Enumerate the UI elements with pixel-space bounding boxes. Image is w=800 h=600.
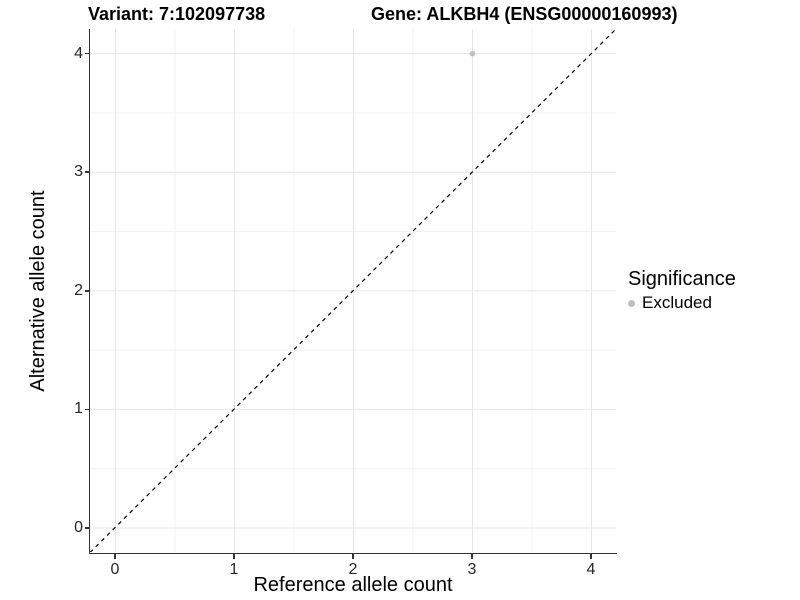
y-tick-label: 2 — [74, 281, 83, 299]
x-tick-label: 3 — [467, 561, 477, 578]
x-tick-mark — [590, 553, 592, 559]
x-tick-label: 0 — [110, 561, 120, 578]
legend-title: Significance — [628, 268, 736, 290]
x-tick-label: 4 — [586, 561, 596, 578]
legend-point-icon — [628, 299, 635, 307]
y-tick-label: 4 — [74, 44, 83, 62]
y-tick-label: 1 — [74, 400, 83, 418]
y-axis-title: Alternative allele count — [27, 190, 49, 392]
y-tick-mark — [84, 52, 90, 55]
y-tick-mark — [84, 527, 90, 529]
legend-entry-label: Excluded — [642, 293, 712, 312]
plot-title-variant: Variant: 7:102097738 — [88, 4, 266, 24]
y-tick-mark — [84, 290, 90, 292]
y-tick-mark — [84, 171, 90, 173]
plot-title-gene: Gene: ALKBH4 (ENSG00000160993) — [371, 4, 678, 24]
x-tick-label: 2 — [348, 561, 358, 578]
x-tick-mark — [233, 553, 235, 559]
y-tick-label: 3 — [74, 163, 83, 181]
y-tick-label: 0 — [74, 519, 83, 536]
x-tick-mark — [114, 553, 116, 559]
identity-line — [90, 29, 616, 552]
plot-panel — [89, 29, 617, 554]
data-point — [469, 50, 476, 57]
legend-entry-excluded: Excluded — [628, 293, 800, 313]
x-axis-title: Reference allele count — [253, 574, 453, 596]
x-tick-mark — [471, 553, 473, 559]
x-tick-label: 1 — [229, 561, 239, 578]
x-tick-mark — [352, 553, 354, 559]
plot-canvas — [90, 29, 616, 552]
y-tick-mark — [84, 408, 90, 411]
legend: Significance Excluded — [628, 268, 800, 313]
